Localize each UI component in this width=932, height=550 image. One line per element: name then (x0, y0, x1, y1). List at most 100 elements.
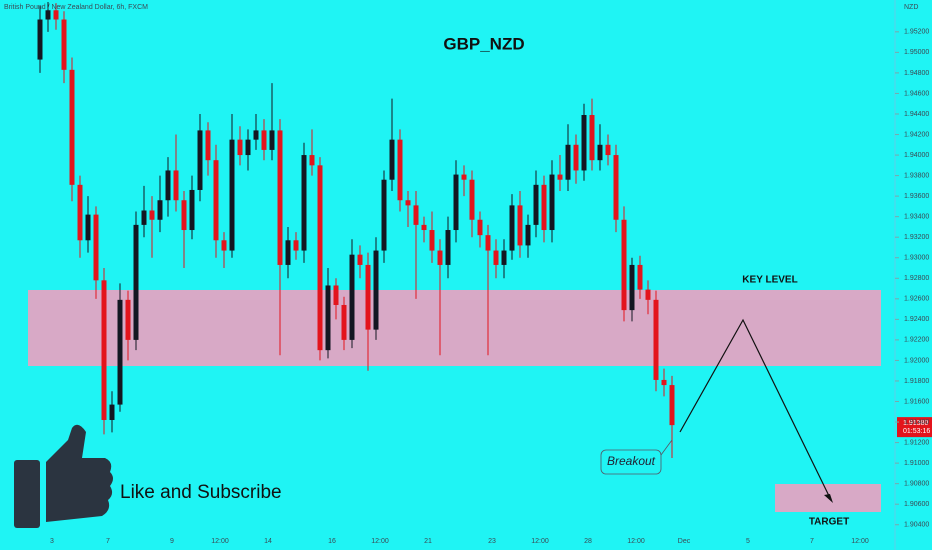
candle-body (405, 200, 411, 206)
candle-body (37, 19, 43, 60)
candle-body (333, 285, 339, 305)
y-tick-label: 1.92400 (904, 316, 929, 323)
candle-body (309, 155, 315, 166)
candle-body (285, 240, 291, 265)
key-level-label: KEY LEVEL (742, 275, 797, 286)
x-tick-label: 7 (810, 538, 814, 545)
candle-body (53, 10, 59, 20)
candle-body (109, 404, 115, 420)
y-tick-label: 1.90800 (904, 481, 929, 488)
candle-body (573, 144, 579, 171)
x-tick-label: 23 (488, 538, 496, 545)
x-tick-label: 28 (584, 538, 592, 545)
y-tick-label: 1.93600 (904, 193, 929, 200)
candle-body (85, 214, 91, 241)
candle-body (269, 130, 275, 150)
x-tick-label: 12:00 (627, 538, 645, 545)
y-tick-label: 1.93000 (904, 255, 929, 262)
candle-body (581, 115, 587, 171)
x-tick-label: 21 (424, 538, 432, 545)
x-tick-label: 5 (746, 538, 750, 545)
y-tick-label: 1.90400 (904, 522, 929, 529)
y-tick-label: 1.91800 (904, 378, 929, 385)
symbol-info: British Pound / New Zealand Dollar, 6h, … (4, 4, 148, 11)
candle-body (461, 174, 467, 180)
candle-body (61, 19, 67, 70)
candle-body (453, 174, 459, 231)
candle-body (301, 155, 307, 251)
candle-body (149, 210, 155, 220)
candle-body (245, 139, 251, 156)
candle-body (661, 379, 667, 386)
projection-line (679, 318, 832, 501)
candle-body (485, 235, 491, 251)
x-tick-label: 9 (170, 538, 174, 545)
candle-body (653, 299, 659, 380)
x-tick-label: 7 (106, 538, 110, 545)
candle-body (293, 240, 299, 251)
candle-body (605, 144, 611, 156)
candle-body (421, 224, 427, 231)
candle-body (637, 264, 643, 290)
x-tick-label: 12:00 (851, 538, 869, 545)
y-tick-label: 1.92600 (904, 296, 929, 303)
candle-body (413, 205, 419, 225)
candle-body (157, 200, 163, 220)
candle-body (133, 224, 139, 340)
x-tick-label: 12:00 (211, 538, 229, 545)
candle-body (365, 264, 371, 330)
candle-body (141, 210, 147, 225)
candle-body (533, 184, 539, 225)
y-tick-label: 1.94000 (904, 152, 929, 159)
candle-body (117, 299, 123, 405)
x-tick-label: 3 (50, 538, 54, 545)
candle-body (277, 130, 283, 265)
candle-body (629, 264, 635, 311)
candle-body (477, 219, 483, 236)
y-tick-label: 1.92200 (904, 337, 929, 344)
breakout-box (600, 449, 662, 475)
candle-body (517, 205, 523, 246)
candle-body (509, 205, 515, 251)
candle-body (621, 219, 627, 311)
y-tick-label: 1.91400 (904, 419, 929, 426)
candle-body (373, 250, 379, 330)
last-price: 1.91380 (903, 420, 928, 427)
candle-body (125, 299, 131, 340)
y-tick-label: 1.94400 (904, 111, 929, 118)
y-tick-label: 1.94800 (904, 70, 929, 77)
candle-body (45, 10, 51, 20)
candle-body (69, 69, 75, 185)
candle-body (317, 165, 323, 351)
candle-body (445, 230, 451, 265)
price-tag-box (897, 417, 932, 438)
x-tick-label: 12:00 (531, 538, 549, 545)
y-tick-label: 1.92800 (904, 275, 929, 282)
candle-body (349, 254, 355, 340)
y-tick-label: 1.93200 (904, 234, 929, 241)
y-tick-label: 1.94200 (904, 131, 929, 138)
candle-body (437, 250, 443, 265)
candle-body (381, 179, 387, 251)
x-tick-label: 16 (328, 538, 336, 545)
candle-body (565, 144, 571, 180)
candle-body (237, 139, 243, 156)
candle-body (221, 240, 227, 251)
target-label: TARGET (809, 517, 849, 528)
x-tick-label: 12:00 (371, 538, 389, 545)
x-tick-label: Dec (678, 538, 691, 545)
y-tick-label: 1.95000 (904, 49, 929, 56)
candle-body (181, 200, 187, 231)
candle-body (165, 170, 171, 201)
candle-body (541, 184, 547, 231)
candle-body (589, 115, 595, 161)
candle-body (557, 174, 563, 180)
thumbs-up-icon (14, 424, 113, 528)
candle-body (173, 170, 179, 201)
x-tick-label: 14 (264, 538, 272, 545)
candle-body (357, 254, 363, 265)
countdown: 01:53:16 (903, 428, 930, 435)
chart-title: GBP_NZD (443, 34, 524, 53)
